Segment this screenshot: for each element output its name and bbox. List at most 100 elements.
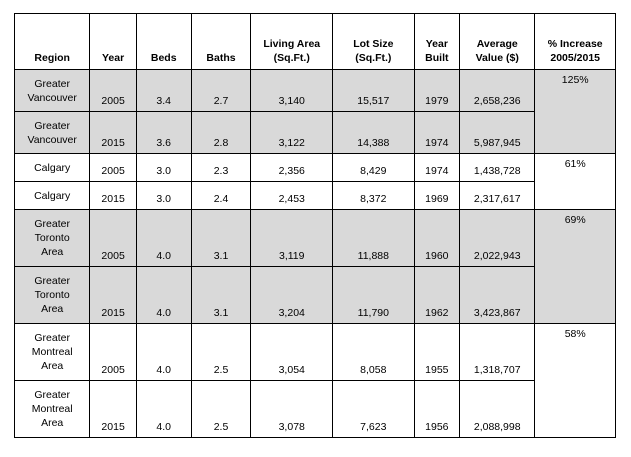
- baths-cell: 2.3: [190, 153, 252, 182]
- avg-value-cell: 2,658,236: [459, 69, 536, 112]
- table-row: Greater Toronto Area 2005 4.0 3.1 3,119 11,888 1…: [13, 209, 616, 324]
- year-cell: 2015: [89, 181, 137, 210]
- header-baths: Baths: [190, 13, 252, 70]
- living-area-cell: 3,054: [250, 323, 334, 381]
- avg-value-cell: 1,318,707: [459, 323, 536, 381]
- region-line: Greater: [34, 218, 70, 230]
- year-cell: 2015: [89, 111, 137, 154]
- year-cell: 2005: [89, 209, 137, 267]
- year-cell: 2005: [89, 69, 137, 112]
- region-cell: Calgary: [13, 153, 91, 182]
- avg-value-cell: 5,987,945: [459, 111, 536, 154]
- year-built-cell: 1962: [413, 266, 461, 324]
- header-year: Year: [89, 13, 137, 70]
- region-line: Area: [41, 246, 64, 258]
- living-area-cell: 3,140: [250, 69, 334, 112]
- region-line: Greater: [34, 119, 70, 132]
- region-line: Area: [41, 417, 64, 429]
- baths-cell: 2.7: [190, 69, 252, 112]
- lot-size-cell: 15,517: [332, 69, 415, 112]
- lot-size-cell: 8,429: [332, 153, 415, 182]
- year-built-cell: 1979: [413, 69, 461, 112]
- year-cell: 2015: [89, 380, 137, 438]
- region-cell: Calgary: [13, 181, 91, 210]
- housing-data-table: Region Year Beds Baths Living Area (Sq.Ft…: [13, 13, 616, 438]
- year-cell: 2015: [89, 266, 137, 324]
- beds-cell: 4.0: [135, 266, 192, 324]
- beds-cell: 3.6: [135, 111, 192, 154]
- avg-value-cell: 3,423,867: [459, 266, 536, 324]
- lot-size-cell: 14,388: [332, 111, 415, 154]
- living-area-cell: 2,356: [250, 153, 334, 182]
- region-line: Calgary: [34, 161, 71, 174]
- beds-cell: 3.4: [135, 69, 192, 112]
- header-average-value: Average Value ($): [459, 13, 536, 70]
- baths-cell: 2.4: [190, 181, 252, 210]
- baths-cell: 2.8: [190, 111, 252, 154]
- region-line: Greater: [34, 332, 70, 344]
- table-row: Calgary 2015 3.0 2.4 2,453 8,372 1969 2,317,617: [13, 181, 616, 210]
- header-living-area: Living Area (Sq.Ft.): [250, 13, 334, 70]
- header-year-built: Year Built: [413, 13, 461, 70]
- table-row: Greater Vancouver 2005 3.4 2.7 3,140 15,517 197…: [13, 69, 616, 154]
- beds-cell: 3.0: [135, 153, 192, 182]
- region-line: Vancouver: [27, 91, 77, 104]
- header-lot-size: Lot Size (Sq.Ft.): [332, 13, 415, 70]
- region-line: Montreal: [31, 403, 73, 415]
- region-line: Greater: [34, 389, 70, 401]
- region-cell: Greater Montreal Area: [13, 380, 91, 438]
- lot-size-cell: 11,790: [332, 266, 415, 324]
- lot-size-cell: 8,058: [332, 323, 415, 381]
- region-line: Area: [41, 360, 64, 372]
- year-built-cell: 1955: [413, 323, 461, 381]
- percent-increase-cell: 58%: [534, 323, 616, 438]
- table-row: Greater Vancouver 2015 3.6 2.8 3,122 14,388 197…: [13, 111, 616, 154]
- table-row: Greater Montreal Area 2005 4.0 2.5 3,054 8,058 1…: [13, 323, 616, 438]
- baths-cell: 2.5: [190, 380, 252, 438]
- beds-cell: 4.0: [135, 380, 192, 438]
- beds-cell: 4.0: [135, 323, 192, 381]
- living-area-cell: 3,122: [250, 111, 334, 154]
- year-cell: 2005: [89, 323, 137, 381]
- region-cell: Greater Montreal Area: [13, 323, 91, 381]
- percent-increase-cell: 125%: [534, 69, 616, 154]
- living-area-cell: 3,204: [250, 266, 334, 324]
- region-cell: Greater Toronto Area: [13, 266, 91, 324]
- avg-value-cell: 2,088,998: [459, 380, 536, 438]
- avg-value-cell: 2,022,943: [459, 209, 536, 267]
- baths-cell: 3.1: [190, 209, 252, 267]
- region-line: Montreal: [31, 346, 73, 358]
- header-beds: Beds: [135, 13, 192, 70]
- region-line: Area: [41, 303, 64, 315]
- percent-increase-cell: 69%: [534, 209, 616, 324]
- region-cell: Greater Toronto Area: [13, 209, 91, 267]
- year-cell: 2005: [89, 153, 137, 182]
- lot-size-cell: 7,623: [332, 380, 415, 438]
- header-row: Region Year Beds Baths Living Area (Sq.Ft…: [13, 13, 616, 70]
- table-row: Greater Montreal Area 2015 4.0 2.5 3,078 7,623 1…: [13, 380, 616, 438]
- year-built-cell: 1974: [413, 111, 461, 154]
- avg-value-cell: 2,317,617: [459, 181, 536, 210]
- percent-increase-cell: 61%: [534, 153, 616, 210]
- beds-cell: 4.0: [135, 209, 192, 267]
- region-line: Calgary: [34, 189, 71, 202]
- header-percent-increase: % Increase 2005/2015: [534, 13, 616, 70]
- living-area-cell: 2,453: [250, 181, 334, 210]
- region-line: Toronto: [34, 289, 70, 301]
- avg-value-cell: 1,438,728: [459, 153, 536, 182]
- living-area-cell: 3,078: [250, 380, 334, 438]
- table-row: Greater Toronto Area 2015 4.0 3.1 3,204 11,790 1…: [13, 266, 616, 324]
- region-line: Vancouver: [27, 133, 77, 146]
- region-line: Toronto: [34, 232, 70, 244]
- year-built-cell: 1960: [413, 209, 461, 267]
- beds-cell: 3.0: [135, 181, 192, 210]
- header-region: Region: [13, 13, 91, 70]
- table-row: Calgary 2005 3.0 2.3 2,356 8,429 1974 1,438,728…: [13, 153, 616, 210]
- table-header: Region Year Beds Baths Living Area (Sq.Ft…: [13, 13, 616, 70]
- year-built-cell: 1956: [413, 380, 461, 438]
- baths-cell: 3.1: [190, 266, 252, 324]
- living-area-cell: 3,119: [250, 209, 334, 267]
- region-cell: Greater Vancouver: [13, 111, 91, 154]
- lot-size-cell: 11,888: [332, 209, 415, 267]
- lot-size-cell: 8,372: [332, 181, 415, 210]
